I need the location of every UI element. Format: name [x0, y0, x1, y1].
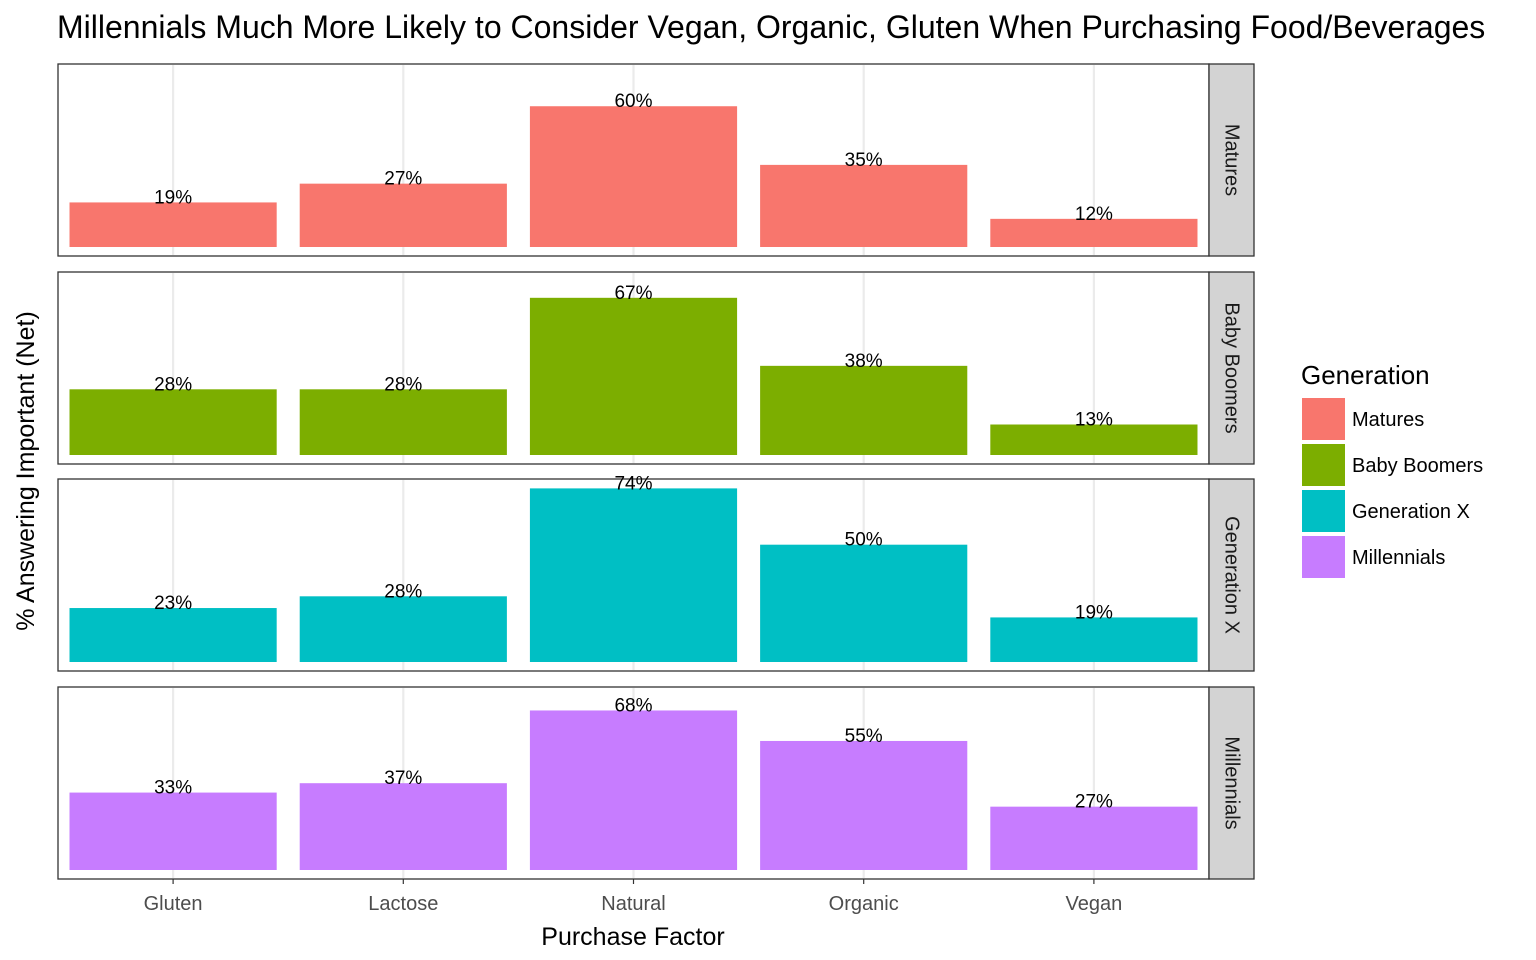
bar	[69, 202, 277, 247]
bar	[990, 617, 1198, 662]
x-axis-title: Purchase Factor	[541, 923, 724, 951]
facet-panel: 28% 28% 67% 38% 13% Baby Boomers	[57, 271, 1255, 465]
bar	[760, 740, 968, 870]
y-axis-title: % Answering Important (Net)	[12, 311, 40, 631]
data-label: 19%	[1075, 602, 1113, 623]
data-label: 28%	[384, 374, 422, 395]
facet-panels: 19% 27% 60% 35% 12% Matures 28% 28% 67% 38% 13% Bab…	[57, 63, 1255, 880]
facet-panel: 23% 28% 74% 50% 19% Generation X	[57, 473, 1255, 672]
data-label: 68%	[614, 695, 652, 716]
legend-item: Generation X	[1302, 490, 1470, 532]
data-label: 60%	[614, 91, 652, 112]
legend-swatch	[1302, 444, 1345, 486]
bar	[760, 544, 968, 662]
facet-panel: 33% 37% 68% 55% 27% Millennials	[57, 686, 1255, 880]
facet-strip-label: Millennials	[1221, 736, 1243, 829]
facet-strip	[1208, 63, 1255, 257]
x-tick-label: Vegan	[1066, 893, 1123, 915]
facet-panel: 19% 27% 60% 35% 12% Matures	[57, 63, 1255, 257]
bar	[760, 164, 968, 247]
legend-label: Matures	[1352, 409, 1424, 431]
bar	[529, 710, 738, 870]
data-label: 28%	[154, 374, 192, 395]
x-axis: Gluten Lactose Natural Organic Vegan	[144, 879, 1123, 915]
bar	[69, 608, 277, 662]
bar	[990, 218, 1198, 247]
x-tick-label: Natural	[601, 893, 665, 915]
legend-label: Baby Boomers	[1352, 455, 1483, 477]
bar	[529, 488, 738, 662]
facet-strip-label: Baby Boomers	[1221, 302, 1243, 433]
data-label: 27%	[384, 169, 422, 190]
legend: Generation Matures Baby Boomers Generation…	[1301, 360, 1483, 578]
bar	[299, 389, 507, 455]
data-label: 28%	[384, 581, 422, 602]
data-label: 38%	[845, 351, 883, 372]
legend-item: Baby Boomers	[1302, 444, 1483, 486]
bar	[69, 792, 277, 870]
title-area: Millennials Much More Likely to Consider…	[0, 0, 1536, 60]
data-label: 23%	[154, 593, 192, 614]
legend-swatch	[1302, 398, 1345, 440]
bar	[990, 806, 1198, 870]
bar	[529, 297, 738, 455]
bar	[299, 183, 507, 247]
legend-swatch	[1302, 490, 1345, 532]
data-label: 12%	[1075, 204, 1113, 225]
bar	[299, 596, 507, 662]
x-tick-label: Organic	[829, 893, 899, 915]
facet-strip-label: Generation X	[1221, 516, 1243, 634]
legend-items: Matures Baby Boomers Generation X Millennia…	[1302, 398, 1483, 578]
legend-item: Matures	[1302, 398, 1424, 440]
data-label: 19%	[154, 187, 192, 208]
legend-label: Generation X	[1352, 501, 1470, 523]
legend-title: Generation	[1301, 360, 1430, 390]
chart-title: Millennials Much More Likely to Consider…	[57, 9, 1486, 45]
x-tick-label: Gluten	[144, 893, 203, 915]
x-tick-label: Lactose	[368, 893, 438, 915]
facet-strip-label: Matures	[1221, 124, 1243, 196]
data-label: 37%	[384, 768, 422, 789]
data-label: 13%	[1075, 410, 1113, 431]
legend-label: Millennials	[1352, 547, 1445, 569]
bar	[299, 783, 507, 870]
facet-strip	[1208, 686, 1255, 880]
facet-strip	[1208, 271, 1255, 465]
bar	[69, 389, 277, 455]
data-label: 74%	[614, 473, 652, 494]
data-label: 67%	[614, 283, 652, 304]
facet-strip	[1208, 478, 1255, 672]
data-label: 35%	[845, 150, 883, 171]
bar	[760, 365, 968, 455]
data-label: 50%	[845, 530, 883, 551]
data-label: 55%	[845, 726, 883, 747]
data-label: 33%	[154, 778, 192, 799]
data-label: 27%	[1075, 792, 1113, 813]
bar	[990, 424, 1198, 455]
legend-swatch	[1302, 536, 1345, 578]
legend-item: Millennials	[1302, 536, 1445, 578]
bar	[529, 106, 738, 247]
